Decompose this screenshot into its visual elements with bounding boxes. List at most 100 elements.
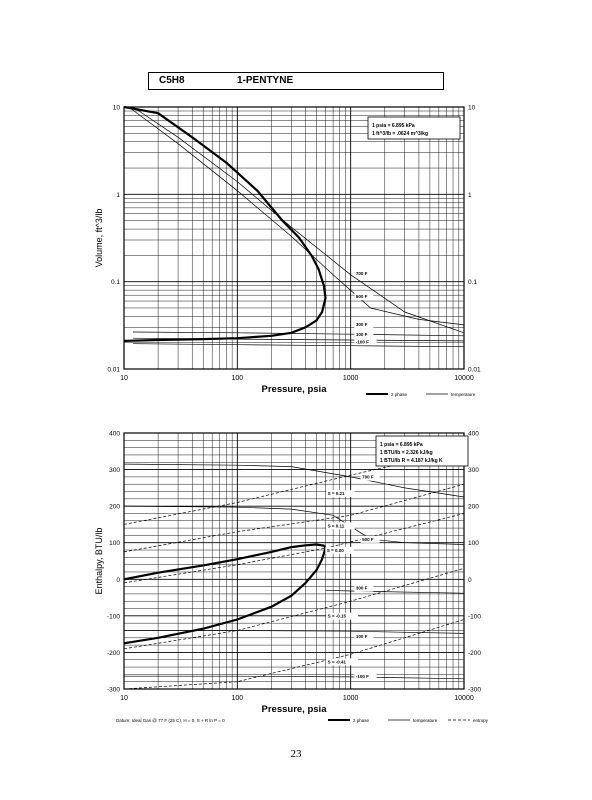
curve-annotation: 100 F bbox=[356, 634, 368, 639]
x-tick-label: 10000 bbox=[454, 695, 474, 702]
y-tick-label-left: 400 bbox=[109, 431, 120, 438]
compound-formula: C5H8 bbox=[159, 75, 185, 86]
y-tick-label-left: 10 bbox=[113, 105, 121, 112]
y-tick-label-left: 200 bbox=[109, 504, 120, 511]
curve-annotation: 100 F bbox=[356, 332, 368, 337]
x-tick-label: 10 bbox=[120, 695, 128, 702]
curve-annotation: -100 F bbox=[356, 674, 369, 679]
notes-text: 1 BTU/lb R = 4.187 kJ/kg K bbox=[380, 458, 443, 464]
annotation-bg bbox=[354, 269, 374, 277]
y-tick-label-right: 10 bbox=[468, 105, 476, 112]
temperature-line bbox=[124, 675, 465, 680]
annotation-bg bbox=[354, 632, 374, 640]
entropy-line bbox=[123, 619, 465, 690]
x-tick-label: 1000 bbox=[343, 375, 359, 382]
notes-text: 1 psia = 6.895 kPa bbox=[380, 442, 423, 448]
legend-label: 2 phase bbox=[353, 718, 370, 723]
notes-box bbox=[375, 435, 469, 467]
curve-annotation: S = 0.00 bbox=[327, 548, 344, 553]
x-tick-label: 1000 bbox=[343, 695, 359, 702]
page-number: 23 bbox=[290, 748, 302, 760]
annotation-bg bbox=[354, 584, 374, 592]
temperature-line bbox=[123, 505, 465, 545]
y-tick-label-right: 0 bbox=[468, 577, 472, 584]
legend-label: temperature bbox=[413, 718, 438, 723]
curve-annotation: 300 F bbox=[356, 322, 368, 327]
y-tick-label-left: 300 bbox=[109, 467, 120, 474]
notes-text: 1 BTU/lb = 2.326 kJ/kg bbox=[380, 450, 433, 456]
entropy-line bbox=[123, 513, 465, 584]
y-tick-label-right: 0.01 bbox=[468, 367, 481, 374]
compound-name: 1-PENTYNE bbox=[237, 75, 294, 86]
plot-frame bbox=[123, 106, 465, 370]
annotation-bg bbox=[325, 546, 354, 554]
compound-title-box: C5H8 1-PENTYNE bbox=[148, 72, 444, 90]
curve-annotation: 500 F bbox=[356, 294, 368, 299]
annotation-bg bbox=[360, 535, 380, 543]
annotation-bg bbox=[326, 522, 355, 530]
x-axis-label: Pressure, psia bbox=[262, 704, 328, 715]
curve-annotation: 700 F bbox=[356, 271, 368, 276]
notes-text: 1 ft^3/lb = .0624 m^3/kg bbox=[372, 131, 428, 137]
x-tick-label: 10 bbox=[120, 375, 128, 382]
curve-annotation: 300 F bbox=[356, 586, 368, 591]
curve-annotation: 700 F bbox=[362, 475, 374, 480]
entropy-line bbox=[123, 483, 465, 553]
temperature-line bbox=[123, 463, 465, 498]
x-tick-label: 10000 bbox=[454, 375, 474, 382]
y-tick-label-right: 200 bbox=[468, 504, 479, 511]
notes-text: 1 psia = 6.895 kPa bbox=[372, 123, 415, 129]
y-tick-label-left: 1 bbox=[116, 192, 120, 199]
x-axis-label: Pressure, psia bbox=[262, 384, 328, 395]
y-tick-label-right: -200 bbox=[468, 650, 481, 657]
y-axis-label: Enthalpy, BTU/lb bbox=[94, 528, 104, 595]
y-tick-label-left: 0.01 bbox=[107, 367, 120, 374]
temperature-line bbox=[132, 337, 465, 342]
curve-annotation: S = -0.15 bbox=[328, 614, 347, 619]
temperature-line bbox=[124, 630, 465, 634]
legend-label: 2 phase bbox=[391, 392, 408, 397]
temperature-line bbox=[132, 106, 465, 334]
entropy-line bbox=[123, 567, 465, 650]
datum-note: Datum: Ideal Gas @ 77 F (25 C), H = 0, S… bbox=[116, 718, 225, 723]
y-tick-label-right: 100 bbox=[468, 540, 479, 547]
curve-annotation: 500 F bbox=[362, 537, 374, 542]
y-axis-label: Volume, ft^3/lb bbox=[94, 209, 104, 268]
x-tick-label: 100 bbox=[231, 695, 243, 702]
curve-annotation: S = 0.11 bbox=[328, 523, 345, 528]
legend-label: entropy bbox=[473, 718, 489, 723]
y-tick-label-right: 300 bbox=[468, 467, 479, 474]
annotation-bg bbox=[354, 338, 377, 346]
y-tick-label-left: 0 bbox=[116, 577, 120, 584]
curve-annotation: S = 0.21 bbox=[328, 491, 345, 496]
y-tick-label-left: 100 bbox=[109, 540, 120, 547]
temperature-line bbox=[132, 331, 465, 337]
annotation-bg bbox=[354, 673, 377, 681]
curve-annotation: S = -0.41 bbox=[328, 659, 347, 664]
annotation-bg bbox=[354, 330, 374, 338]
y-tick-label-right: -100 bbox=[468, 613, 481, 620]
plot-frame bbox=[123, 432, 465, 690]
temperature-line bbox=[132, 343, 465, 348]
y-tick-label-right: 400 bbox=[468, 431, 479, 438]
legend-label: temperature bbox=[451, 392, 476, 397]
x-tick-label: 100 bbox=[231, 375, 243, 382]
annotation-bg bbox=[354, 293, 374, 301]
curve-annotation: -100 F bbox=[356, 339, 369, 344]
two-phase-curve bbox=[123, 105, 327, 342]
annotation-bg bbox=[354, 321, 374, 329]
y-tick-label-left: -300 bbox=[107, 687, 120, 694]
annotation-bg bbox=[360, 473, 380, 481]
y-tick-label-left: -100 bbox=[107, 613, 120, 620]
y-tick-label-right: 1 bbox=[468, 192, 472, 199]
temperature-line bbox=[325, 589, 465, 594]
annotation-bg bbox=[326, 612, 358, 620]
y-tick-label-left: -200 bbox=[107, 650, 120, 657]
y-tick-label-left: 0.1 bbox=[111, 279, 120, 286]
temperature-line bbox=[128, 106, 465, 326]
annotation-bg bbox=[326, 658, 358, 666]
notes-box bbox=[367, 116, 461, 140]
annotation-bg bbox=[326, 490, 355, 498]
